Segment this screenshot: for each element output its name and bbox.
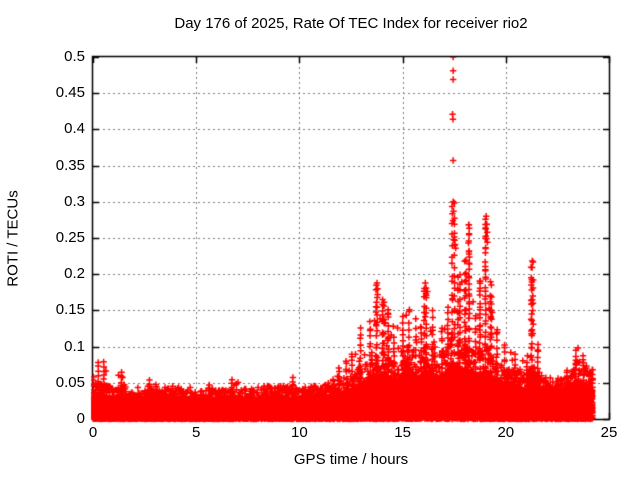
y-tick-label-0.4: 0.4 — [64, 120, 85, 138]
x-tick-label-15: 15 — [394, 424, 411, 441]
x-tick-label-5: 5 — [192, 424, 201, 441]
x-tick-label-0: 0 — [88, 424, 98, 441]
y-tick-label-0.5: 0.5 — [64, 48, 85, 65]
y-tick-label-0.2: 0.2 — [64, 265, 85, 283]
y-tick-label-0.35: 0.35 — [55, 156, 85, 174]
y-tick-label-0.45: 0.45 — [55, 84, 85, 102]
y-tick-label-0.25: 0.25 — [55, 229, 85, 246]
chart-title: Day 176 of 2025, Rate Of TEC Index for r… — [174, 15, 528, 32]
y-tick-label-0.3: 0.3 — [64, 192, 85, 210]
y-tick-label-0: 0 — [76, 410, 85, 427]
x-tick-label-20: 20 — [497, 424, 515, 441]
x-tick-label-25: 25 — [600, 424, 618, 441]
y-tick-label-0.05: 0.05 — [55, 373, 85, 391]
y-tick-label-0.1: 0.1 — [64, 337, 85, 355]
y-tick-label-0.15: 0.15 — [55, 301, 85, 319]
x-tick-label-10: 10 — [291, 424, 308, 441]
x-axis-label: GPS time / hours — [293, 451, 409, 468]
